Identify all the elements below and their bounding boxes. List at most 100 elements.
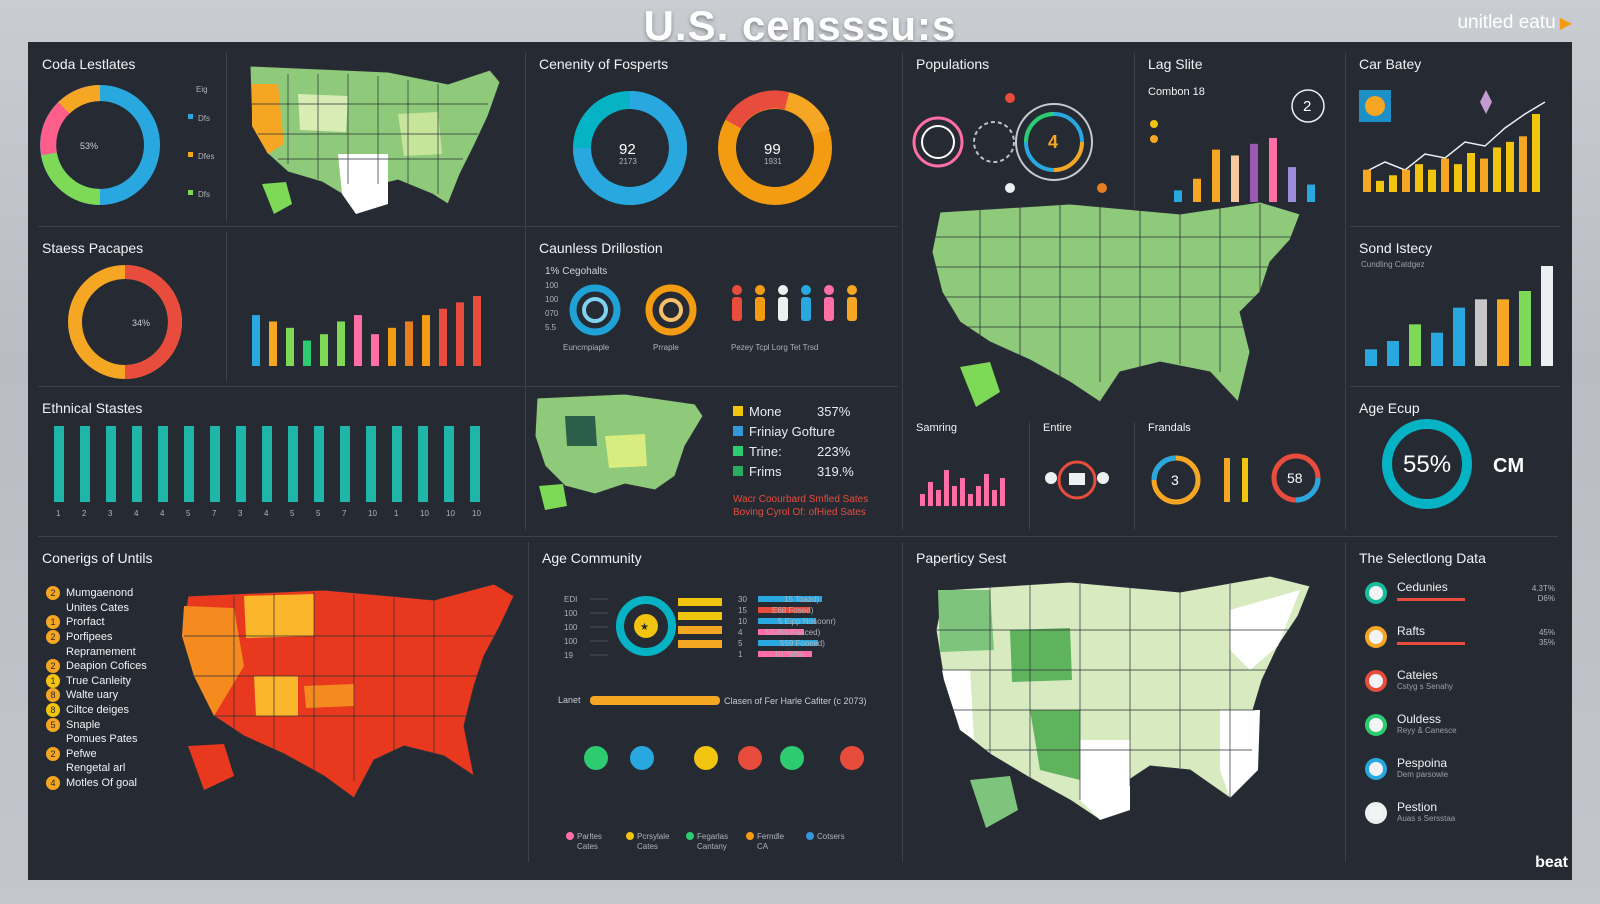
data-list-item[interactable]: Pestion Auas s Sersstaa: [1365, 800, 1565, 844]
list-item-label: Prorfact: [66, 616, 105, 629]
map-region: [1220, 710, 1260, 798]
panel-title: Samring: [916, 422, 957, 434]
tick-label: 10: [472, 509, 481, 518]
data-list-item[interactable]: Cateies Cstyg s Senahy: [1365, 668, 1565, 712]
map-region: [1080, 740, 1130, 820]
avatar-icon: [1365, 582, 1387, 604]
data-list-item[interactable]: Cedunies 4.3T% D6%: [1365, 580, 1565, 624]
list-item: 1 Prorfact: [46, 615, 186, 630]
swirl-icon: [645, 284, 697, 336]
data-item-label: Ouldess: [1397, 712, 1442, 726]
row-bar: [758, 618, 816, 624]
data-item-value: 35%: [1538, 638, 1555, 647]
age-ecup-gauge: 55% CM: [1382, 419, 1524, 509]
list-item-label: True Canleity: [66, 674, 132, 687]
tick-label: 3: [238, 509, 243, 518]
row-label: 15 Toazd): [784, 595, 819, 604]
panel-coda: Coda Lestlates 53% Eig Dfs Dfes Dfs: [28, 42, 226, 226]
tick-label: 100: [564, 609, 578, 618]
svg-text:070: 070: [545, 309, 559, 318]
bar-mark: [470, 426, 480, 502]
bar-mark: [303, 340, 311, 366]
panel-lag-slite: Lag Slite Combon 18 2: [1134, 42, 1345, 226]
data-item-value: 4.3T%: [1531, 584, 1555, 593]
panel-title: Lag Slite: [1148, 56, 1203, 72]
swirl-icon: [582, 297, 608, 323]
tick-label: 1: [394, 509, 399, 518]
bar-mark: [1441, 158, 1449, 192]
data-item-label: Rafts: [1397, 624, 1426, 638]
bar-mark: [1532, 114, 1540, 192]
us-map-1: [249, 65, 501, 216]
number-badge: [46, 732, 60, 746]
ring: [973, 121, 1015, 163]
bar-mark: [678, 612, 722, 620]
diamond-icon: [1480, 90, 1492, 114]
list-item: Repramement: [46, 644, 186, 659]
bar-mark: [1307, 184, 1315, 202]
row-number: 10: [738, 617, 747, 626]
list-item-label: Snaple: [66, 718, 101, 731]
number-badge: 4: [46, 776, 60, 791]
data-list-item[interactable]: Pespoina Dem parsowie: [1365, 756, 1565, 800]
avatar-icon: [1365, 758, 1387, 780]
bar-mark: [1387, 341, 1399, 366]
badge-ring: [1291, 89, 1325, 123]
tree-icons: [584, 746, 864, 770]
bar-mark: [1454, 164, 1462, 192]
data-item-label: Cedunies: [1397, 580, 1448, 594]
caunless-visuals: 100 100 070 5.5 Euncmpiaple Prraple Peze…: [545, 281, 857, 352]
svg-text:100: 100: [545, 295, 559, 304]
avatar-icon: [1365, 670, 1387, 692]
samring-chart: [920, 470, 1005, 506]
data-list-item[interactable]: Rafts 45% 35%: [1365, 624, 1565, 668]
map-landmass: [931, 201, 1301, 404]
row-bar: [758, 607, 810, 613]
panel-car-batey: Car Batey: [1345, 42, 1572, 226]
legend-label: Cotsers: [817, 832, 845, 841]
tick-label: 4: [264, 509, 269, 518]
ring: [912, 116, 964, 168]
person-icon: [801, 297, 811, 321]
divider: [1350, 226, 1560, 227]
list-item-label: Motles Of goal: [66, 777, 137, 790]
list-item: 8 Walte uary: [46, 688, 186, 703]
progress-bar: [590, 696, 720, 705]
person-icon: [1097, 472, 1109, 484]
panel-title: Conerigs of Untils: [42, 550, 153, 566]
tick-label: 2: [82, 509, 87, 518]
map-alaska: [960, 362, 1000, 407]
bar-mark: [269, 321, 277, 366]
divider: [1134, 422, 1135, 530]
gauge-fill: [1382, 419, 1472, 509]
map-region: [1010, 628, 1072, 682]
divider: [226, 52, 227, 222]
tree-icon: [694, 746, 718, 770]
panel-title: Ethnical Stastes: [42, 400, 143, 416]
panel-entire: Entire: [1029, 418, 1134, 530]
data-list-item[interactable]: Ouldess Reyy & Canesce: [1365, 712, 1565, 756]
staess-charts: 34%: [68, 265, 481, 379]
panel-samring: Samring: [902, 418, 1029, 530]
avatar-icon: [1365, 714, 1387, 736]
row-number: 1: [738, 650, 743, 659]
map-state: [298, 94, 348, 132]
legend-label: Trine:: [749, 444, 782, 459]
legend-sub: Cates: [577, 842, 598, 851]
data-item-bar: [1397, 642, 1465, 645]
person-icon: [778, 285, 788, 295]
legend-swatch: [188, 190, 193, 195]
bar-mark: [1365, 349, 1377, 366]
legend-value: 223%: [817, 444, 851, 459]
person-icon: [732, 297, 742, 321]
panel-title: Staess Pacapes: [42, 240, 144, 256]
bar-mark: [992, 490, 997, 506]
number-badge: [46, 761, 60, 775]
divider: [525, 52, 526, 530]
tick-label: 5: [290, 509, 295, 518]
bar-mark: [54, 426, 64, 502]
ring-arc: [1151, 455, 1177, 481]
map-alaska: [188, 744, 234, 790]
legend-label: Dfes: [198, 152, 214, 161]
